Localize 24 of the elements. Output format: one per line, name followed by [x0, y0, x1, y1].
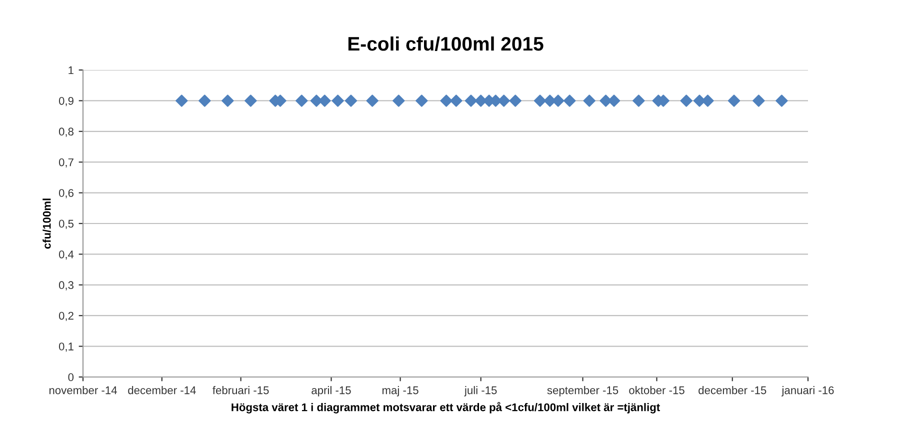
x-tick-label: februari -15 [212, 386, 269, 394]
y-tick-label: 0,1 [58, 342, 74, 352]
y-tick-label: 0,3 [58, 281, 74, 290]
x-axis-title: Högsta väret 1 i diagrammet motsvarar ett värde på <1cfu/100ml vilket är =tjänligt [232, 402, 660, 414]
x-tick-label: december -14 [128, 386, 196, 394]
y-tick-label: 0,5 [58, 220, 74, 229]
x-tick-label: december -15 [698, 386, 766, 394]
y-tick-label: 0,9 [58, 96, 74, 106]
x-tick-label: oktober -15 [629, 386, 684, 394]
y-tick-label: 0,8 [58, 128, 74, 137]
x-tick-label: juli -15 [464, 386, 497, 396]
x-tick-label: januari -16 [781, 386, 834, 396]
y-tick-label: 0,4 [58, 250, 74, 260]
x-tick-label: september -15 [547, 386, 618, 396]
y-tick-label: 1 [68, 66, 74, 74]
x-tick-label: november -14 [49, 386, 117, 394]
y-tick-label: 0,6 [58, 189, 74, 198]
y-tick-label: 0,2 [58, 312, 74, 322]
chart-title: E-coli cfu/100ml 2015 [348, 36, 544, 51]
x-tick-label: april -15 [312, 386, 351, 396]
x-tick-label: maj -15 [382, 386, 418, 396]
y-tick-label: 0,7 [58, 158, 74, 168]
y-axis-title: cfu/100ml [42, 198, 51, 249]
y-tick-label: 0 [68, 373, 74, 382]
